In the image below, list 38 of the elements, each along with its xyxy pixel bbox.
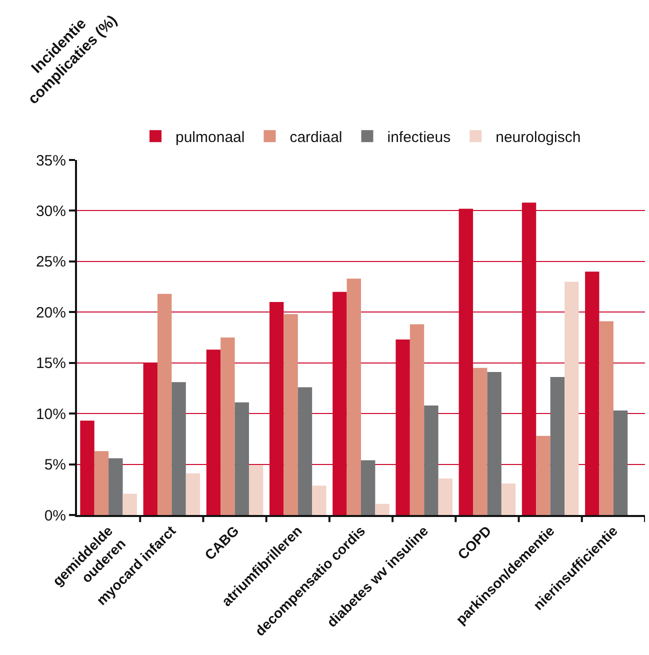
bar — [94, 451, 109, 515]
y-tick-label: 0% — [44, 507, 66, 524]
bar — [599, 321, 614, 515]
bar — [157, 294, 172, 515]
bar — [122, 494, 137, 515]
bar — [248, 465, 264, 515]
legend-label: pulmonaal — [176, 129, 245, 146]
legend-label: infectieus — [387, 129, 451, 146]
bar — [410, 324, 424, 515]
bar — [172, 382, 186, 515]
bar — [424, 405, 438, 515]
bar — [186, 473, 200, 515]
bar — [346, 278, 361, 515]
legend-label: cardiaal — [290, 129, 342, 146]
y-tick-label: 10% — [36, 406, 66, 423]
bar — [438, 478, 453, 515]
bar — [298, 387, 312, 515]
bar — [564, 282, 579, 515]
y-tick-label: 35% — [36, 152, 66, 170]
bar — [501, 484, 516, 515]
y-tick-label: 20% — [36, 304, 66, 322]
bar — [284, 314, 298, 515]
bar — [487, 372, 502, 515]
y-tick-label: 15% — [36, 355, 66, 372]
y-tick-label: 25% — [36, 254, 66, 271]
bar — [361, 460, 376, 515]
bar — [108, 458, 123, 515]
bar — [613, 410, 628, 515]
bar — [473, 368, 488, 515]
bar — [220, 338, 235, 515]
bar — [234, 402, 249, 515]
legend-label: neurologisch — [496, 129, 581, 146]
bar — [550, 377, 565, 515]
bar — [312, 486, 326, 515]
bar — [536, 436, 550, 515]
y-tick-label: 5% — [44, 456, 66, 474]
y-tick-label: 30% — [36, 202, 66, 220]
bar — [375, 504, 390, 515]
